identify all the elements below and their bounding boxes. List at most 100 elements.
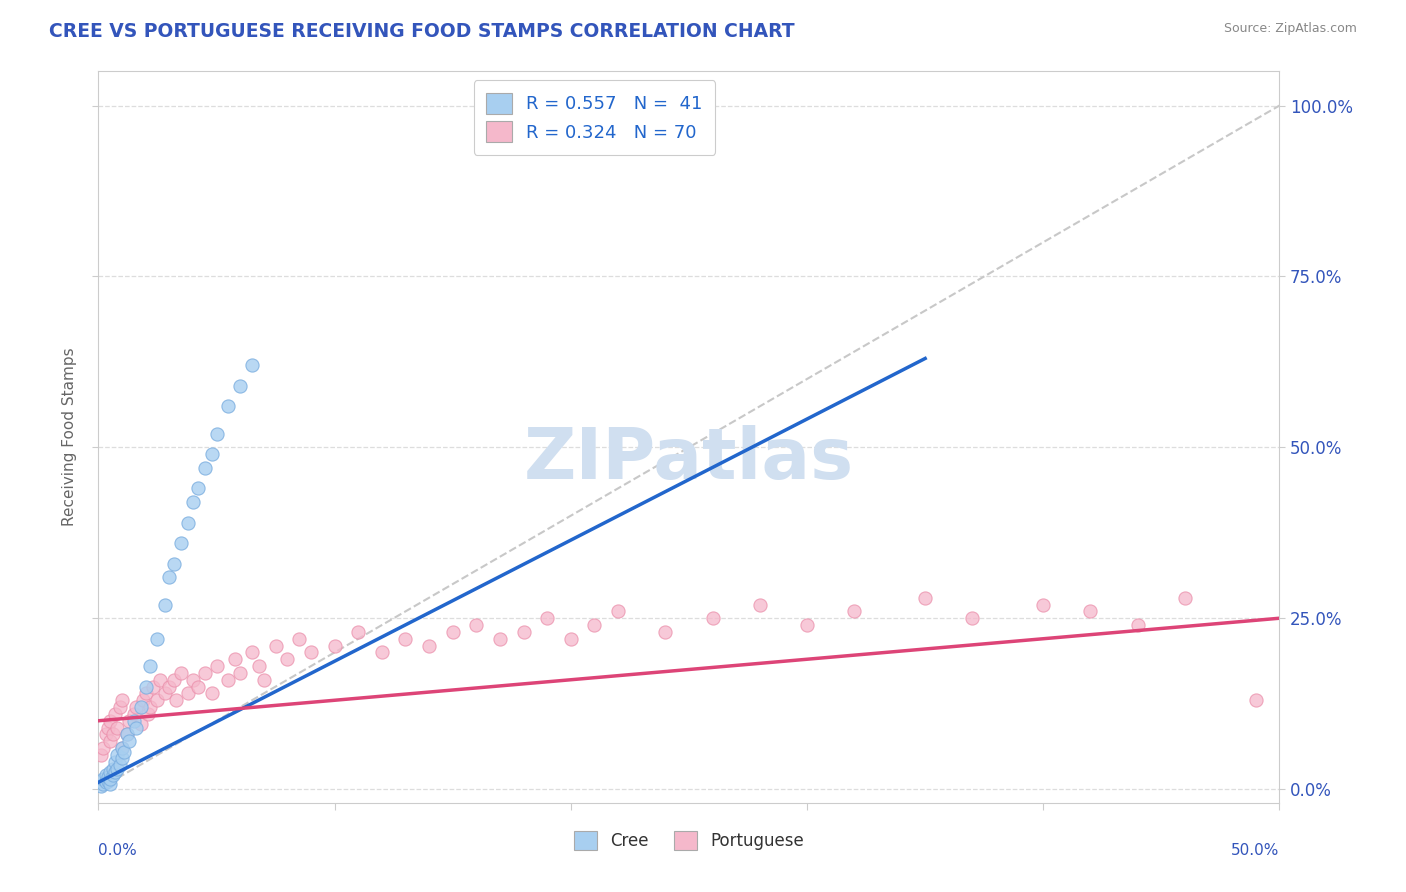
- Point: [1126, 618, 1149, 632]
- Point: [122, 714, 145, 728]
- Point: [181, 673, 204, 687]
- Point: [105, 762, 128, 776]
- Point: [132, 693, 155, 707]
- Text: CREE VS PORTUGUESE RECEIVING FOOD STAMPS CORRELATION CHART: CREE VS PORTUGUESE RECEIVING FOOD STAMPS…: [49, 22, 794, 41]
- Point: [153, 598, 176, 612]
- Point: [146, 632, 169, 646]
- Point: [583, 618, 606, 632]
- Point: [98, 777, 121, 791]
- Point: [98, 765, 121, 780]
- Point: [157, 570, 180, 584]
- Point: [194, 665, 217, 680]
- Point: [240, 645, 263, 659]
- Point: [441, 624, 464, 639]
- Point: [205, 426, 228, 441]
- Point: [108, 700, 131, 714]
- Point: [187, 680, 209, 694]
- Point: [111, 741, 134, 756]
- Point: [129, 700, 152, 714]
- Point: [702, 611, 724, 625]
- Point: [90, 779, 112, 793]
- Point: [139, 659, 162, 673]
- Text: 50.0%: 50.0%: [1232, 843, 1279, 858]
- Point: [418, 639, 440, 653]
- Point: [170, 665, 193, 680]
- Point: [97, 721, 120, 735]
- Point: [101, 762, 124, 776]
- Point: [129, 717, 152, 731]
- Point: [136, 706, 159, 721]
- Point: [111, 751, 134, 765]
- Point: [299, 645, 322, 659]
- Point: [135, 686, 157, 700]
- Point: [146, 693, 169, 707]
- Point: [111, 741, 134, 756]
- Point: [288, 632, 311, 646]
- Point: [181, 495, 204, 509]
- Point: [125, 721, 148, 735]
- Point: [112, 745, 135, 759]
- Point: [247, 659, 270, 673]
- Point: [94, 768, 117, 782]
- Point: [394, 632, 416, 646]
- Point: [163, 673, 186, 687]
- Point: [97, 770, 120, 784]
- Point: [177, 516, 200, 530]
- Point: [177, 686, 200, 700]
- Point: [264, 639, 287, 653]
- Point: [135, 680, 157, 694]
- Point: [98, 714, 121, 728]
- Point: [125, 700, 148, 714]
- Point: [229, 379, 252, 393]
- Point: [796, 618, 818, 632]
- Point: [914, 591, 936, 605]
- Point: [224, 652, 246, 666]
- Point: [104, 765, 127, 780]
- Legend: Cree, Portuguese: Cree, Portuguese: [567, 824, 811, 856]
- Point: [253, 673, 276, 687]
- Point: [101, 768, 124, 782]
- Point: [217, 673, 239, 687]
- Point: [276, 652, 298, 666]
- Point: [607, 604, 630, 618]
- Point: [108, 758, 131, 772]
- Point: [844, 604, 866, 618]
- Point: [654, 624, 676, 639]
- Point: [91, 772, 114, 786]
- Point: [323, 639, 346, 653]
- Point: [1080, 604, 1102, 618]
- Point: [97, 773, 120, 788]
- Point: [371, 645, 394, 659]
- Point: [91, 777, 114, 791]
- Point: [347, 624, 370, 639]
- Point: [115, 727, 138, 741]
- Point: [101, 727, 124, 741]
- Point: [536, 611, 558, 625]
- Y-axis label: Receiving Food Stamps: Receiving Food Stamps: [62, 348, 77, 526]
- Point: [170, 536, 193, 550]
- Point: [187, 481, 209, 495]
- Point: [240, 359, 263, 373]
- Point: [465, 618, 488, 632]
- Point: [98, 772, 121, 786]
- Point: [94, 727, 117, 741]
- Point: [91, 741, 114, 756]
- Point: [201, 447, 224, 461]
- Point: [118, 734, 141, 748]
- Text: 0.0%: 0.0%: [98, 843, 138, 858]
- Point: [104, 755, 127, 769]
- Point: [157, 680, 180, 694]
- Point: [98, 734, 121, 748]
- Point: [1032, 598, 1054, 612]
- Point: [194, 460, 217, 475]
- Point: [122, 706, 145, 721]
- Point: [165, 693, 187, 707]
- Point: [142, 680, 165, 694]
- Text: Source: ZipAtlas.com: Source: ZipAtlas.com: [1223, 22, 1357, 36]
- Point: [1244, 693, 1267, 707]
- Point: [512, 624, 534, 639]
- Point: [201, 686, 224, 700]
- Point: [229, 665, 252, 680]
- Point: [139, 700, 162, 714]
- Point: [115, 727, 138, 741]
